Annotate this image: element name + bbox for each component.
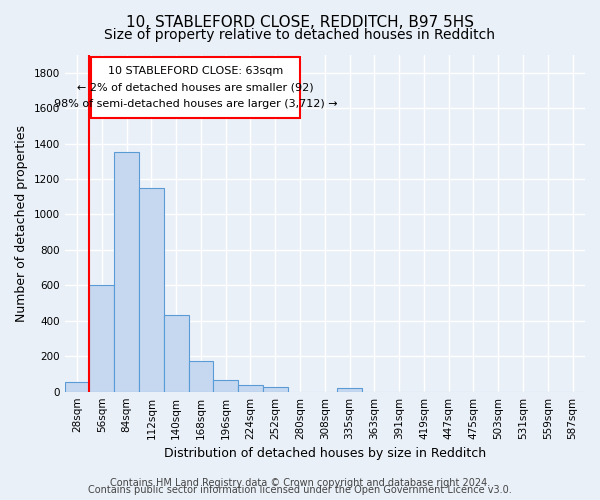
Bar: [114, 152, 139, 392]
Bar: [238, 386, 263, 392]
Bar: [139, 188, 164, 392]
Y-axis label: Number of detached properties: Number of detached properties: [15, 125, 28, 322]
Text: ← 2% of detached houses are smaller (92): ← 2% of detached houses are smaller (92): [77, 82, 314, 92]
Text: Size of property relative to detached houses in Redditch: Size of property relative to detached ho…: [104, 28, 496, 42]
Text: Contains HM Land Registry data © Crown copyright and database right 2024.: Contains HM Land Registry data © Crown c…: [110, 478, 490, 488]
Bar: [214, 380, 238, 392]
Bar: [65, 382, 89, 392]
Bar: [188, 360, 214, 392]
Bar: [263, 388, 287, 392]
Text: 98% of semi-detached houses are larger (3,712) →: 98% of semi-detached houses are larger (…: [53, 99, 337, 109]
Text: Contains public sector information licensed under the Open Government Licence v3: Contains public sector information licen…: [88, 485, 512, 495]
Text: 10 STABLEFORD CLOSE: 63sqm: 10 STABLEFORD CLOSE: 63sqm: [108, 66, 283, 76]
FancyBboxPatch shape: [91, 57, 300, 118]
Text: 10, STABLEFORD CLOSE, REDDITCH, B97 5HS: 10, STABLEFORD CLOSE, REDDITCH, B97 5HS: [126, 15, 474, 30]
Bar: [89, 286, 114, 392]
X-axis label: Distribution of detached houses by size in Redditch: Distribution of detached houses by size …: [164, 447, 486, 460]
Bar: [337, 388, 362, 392]
Bar: [164, 316, 188, 392]
